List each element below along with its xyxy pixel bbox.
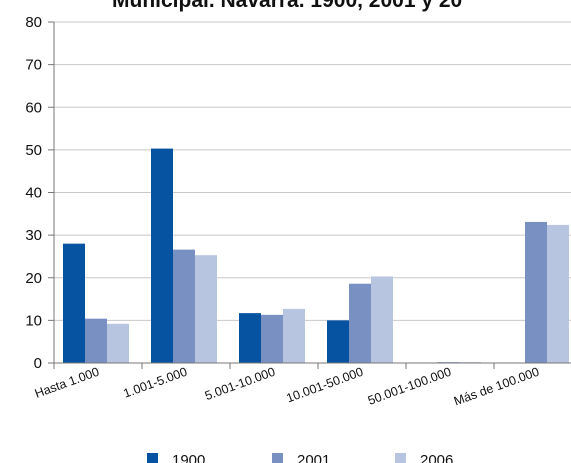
y-tick-label: 50 [25,142,42,159]
y-tick-label: 40 [25,185,42,202]
y-tick-label: 60 [25,99,42,116]
bar [371,276,393,363]
bars [63,148,569,363]
legend-swatch [272,453,283,463]
bar [107,323,129,363]
bar [525,221,547,363]
x-tick-label: 10.001-50.000 [284,365,365,406]
bar [63,243,85,363]
y-tick-label: 30 [25,227,42,244]
y-tick-label: 20 [25,270,42,287]
x-tick-label: 50.001-100.000 [366,365,453,408]
legend-swatch [147,453,158,463]
x-tick-label: Hasta 1.000 [33,365,101,401]
bar [327,320,349,363]
x-axis: Hasta 1.000 1.001-5.000 5.001-10.000 10.001… [33,362,571,409]
legend: 1900 2001 2006 [147,452,453,463]
legend-label: 2006 [420,452,453,463]
bar [239,313,261,363]
bar [173,249,195,363]
bar [261,314,283,363]
bar [547,224,569,363]
legend-label: 2001 [297,452,330,463]
bar [283,308,305,363]
x-tick-label: Más de 100.000 [452,365,541,409]
y-tick-label: 70 [25,57,42,74]
bar [195,255,217,363]
y-axis: 0 10 20 30 40 50 60 70 80 [25,14,55,372]
y-tick-label: 10 [25,312,42,329]
x-tick-label: 1.001-5.000 [122,365,190,401]
gridlines [54,21,571,321]
bar [349,283,371,363]
legend-label: 1900 [172,452,205,463]
x-tick-label: 5.001-10.000 [203,365,277,403]
y-tick-label: 0 [34,355,42,372]
bar [151,148,173,363]
bar [85,318,107,363]
legend-swatch [395,453,406,463]
chart-title: Municipal. Navarra. 1900, 2001 y 20 [112,0,462,12]
y-tick-label: 80 [25,14,42,31]
